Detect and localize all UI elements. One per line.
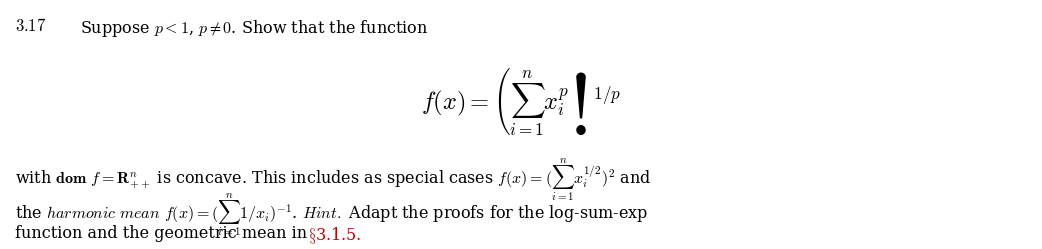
Text: $\S$3.1.5.: $\S$3.1.5. xyxy=(308,225,362,247)
Text: the $\it{harmonic\ mean}$ $f(x) = (\sum_{i=1}^{n} 1/x_i)^{-1}$. $\it{Hint.}$ Ada: the $\it{harmonic\ mean}$ $f(x) = (\sum_… xyxy=(15,191,648,238)
Text: with $\mathbf{dom}$ $f = \mathbf{R}_{++}^n$ is concave. This includes as special: with $\mathbf{dom}$ $f = \mathbf{R}_{++}… xyxy=(15,156,651,203)
Text: $\mathbf{3.17}$: $\mathbf{3.17}$ xyxy=(15,18,46,35)
Text: Suppose $p < 1$, $p \neq 0$. Show that the function: Suppose $p < 1$, $p \neq 0$. Show that t… xyxy=(80,18,429,39)
Text: $f(x) = \left( \sum_{i=1}^{n} x_i^p \right)^{1/p}$: $f(x) = \left( \sum_{i=1}^{n} x_i^p \rig… xyxy=(421,66,621,137)
Text: function and the geometric mean in: function and the geometric mean in xyxy=(15,225,307,243)
